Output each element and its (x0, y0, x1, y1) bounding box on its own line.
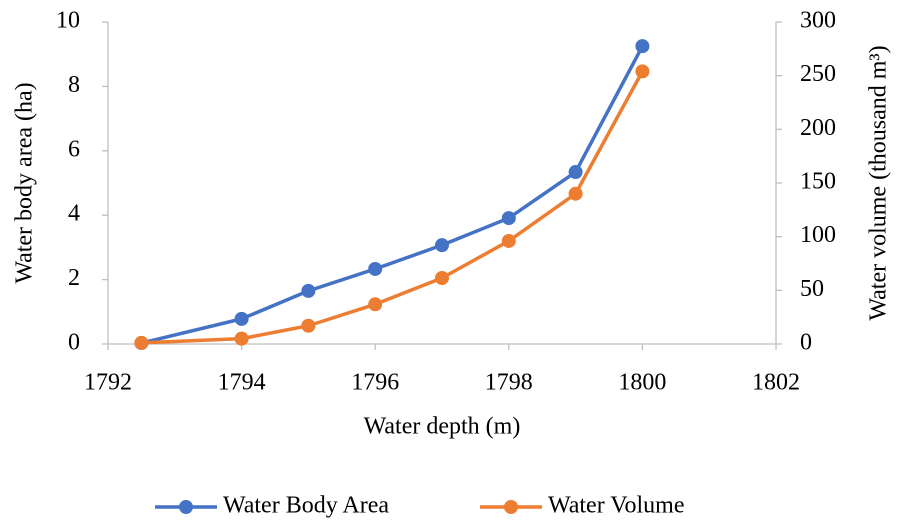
y-tick-label: 0 (68, 330, 80, 356)
y-tick-label: 8 (68, 72, 80, 98)
y2-tick-label: 100 (800, 222, 836, 248)
y2-tick-label: 200 (800, 115, 836, 141)
x-axis-title: Water depth (m) (364, 414, 521, 440)
legend-label: Water Body Area (223, 493, 389, 519)
y2-tick-label: 0 (800, 330, 812, 356)
x-tick-label: 1796 (351, 370, 399, 396)
legend-label: Water Volume (548, 493, 685, 519)
y2-axis-title: Water volume (thousand m³) (866, 45, 892, 320)
x-tick-label: 1794 (218, 370, 266, 396)
point-marker (134, 335, 149, 350)
y-tick-label: 10 (56, 8, 80, 34)
point-marker (635, 64, 650, 79)
point-marker (234, 331, 249, 346)
series-line (141, 70, 644, 345)
point-marker (568, 186, 583, 201)
y2-tick-label: 300 (800, 8, 836, 34)
point-marker (301, 318, 316, 333)
y-tick-label: 2 (68, 265, 80, 291)
y-tick-label: 4 (68, 201, 80, 227)
y2-tick-label: 250 (800, 61, 836, 87)
point-marker (635, 39, 650, 54)
point-marker (435, 270, 449, 285)
point-marker (435, 238, 449, 253)
point-marker (301, 283, 316, 298)
y-axis-title: Water body area (ha) (12, 82, 38, 283)
x-tick-label: 1800 (618, 370, 666, 396)
x-tick-label: 1792 (84, 370, 132, 396)
point-marker (368, 261, 383, 276)
x-tick-label: 1802 (752, 370, 800, 396)
point-marker (568, 165, 583, 180)
legend-marker (179, 500, 193, 514)
series-line (140, 45, 644, 345)
point-marker (501, 233, 516, 248)
y2-tick-label: 50 (800, 276, 824, 302)
point-marker (501, 211, 516, 226)
legend-marker (504, 500, 518, 514)
point-marker (234, 311, 249, 326)
point-marker (368, 297, 383, 312)
y2-tick-label: 150 (800, 169, 836, 195)
x-tick-label: 1798 (485, 370, 533, 396)
y-tick-label: 6 (68, 136, 80, 162)
